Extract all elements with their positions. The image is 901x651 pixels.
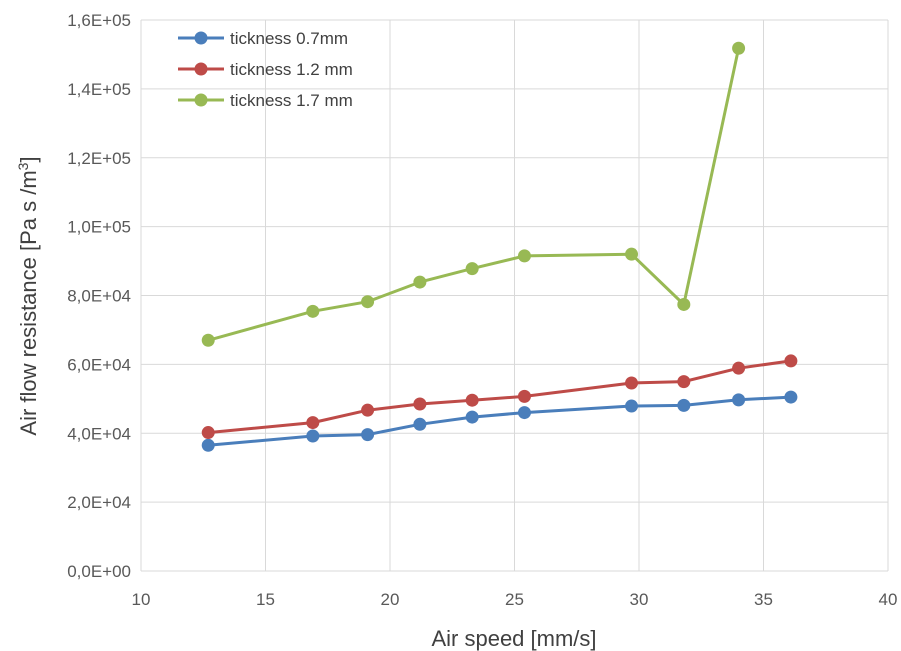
y-tick-label: 1,6E+05 (67, 11, 131, 30)
legend-item: tickness 1.2 mm (178, 60, 353, 79)
legend-marker (194, 62, 208, 76)
data-point (465, 410, 479, 424)
data-point (201, 426, 215, 440)
x-tick-label: 10 (132, 590, 151, 609)
series-1 (201, 390, 798, 452)
data-point (677, 297, 691, 311)
gridlines (140, 19, 889, 572)
data-point (413, 417, 427, 431)
x-tick-label: 20 (381, 590, 400, 609)
y-tick-label: 1,0E+05 (67, 218, 131, 237)
series-group (201, 41, 798, 452)
x-axis-title: Air speed [mm/s] (431, 626, 596, 651)
x-tick-label: 15 (256, 590, 275, 609)
data-point (677, 398, 691, 412)
legend-item: tickness 1.7 mm (178, 91, 353, 110)
data-point (732, 41, 746, 55)
data-point (306, 304, 320, 318)
data-point (517, 406, 531, 420)
legend-marker (194, 93, 208, 107)
data-point (201, 438, 215, 452)
y-tick-label: 6,0E+04 (67, 355, 131, 374)
legend-label: tickness 1.2 mm (230, 60, 353, 79)
series-line (208, 359, 792, 435)
data-point (677, 375, 691, 389)
data-point (201, 333, 215, 347)
data-point (413, 275, 427, 289)
data-point (732, 393, 746, 407)
data-point (625, 247, 639, 261)
data-point (517, 389, 531, 403)
data-point (361, 295, 375, 309)
legend-marker (194, 31, 208, 45)
data-point (413, 397, 427, 411)
y-axis-title-main: Air flow resistance [Pa s /m (16, 170, 41, 435)
series-2 (201, 354, 798, 440)
y-axis-title-superscript: 3 (15, 162, 31, 170)
x-tick-label: 35 (754, 590, 773, 609)
y-tick-label: 0,0E+00 (67, 562, 131, 581)
data-point (465, 393, 479, 407)
legend-label: tickness 1.7 mm (230, 91, 353, 110)
data-point (306, 429, 320, 443)
y-tick-label: 2,0E+04 (67, 493, 131, 512)
legend-item: tickness 0.7mm (178, 29, 348, 48)
axes: 0,0E+00 2,0E+04 4,0E+04 6,0E+04 8,0E+04 1,0E+… (67, 11, 897, 609)
data-point (465, 262, 479, 276)
data-point (361, 403, 375, 417)
data-point (784, 390, 798, 404)
data-point (625, 376, 639, 390)
legend: tickness 0.7mm tickness 1.2 mm tickness 1.… (178, 29, 353, 110)
x-tick-label: 25 (505, 590, 524, 609)
y-axis-title-end: ] (16, 156, 41, 162)
y-tick-label: 4,0E+04 (67, 424, 131, 443)
series-line (208, 395, 791, 447)
data-point (625, 399, 639, 413)
data-point (732, 361, 746, 375)
y-axis-title: Air flow resistance [Pa s /m3] (15, 156, 41, 435)
y-tick-label: 1,4E+05 (67, 80, 131, 99)
data-point (784, 354, 798, 368)
legend-label: tickness 0.7mm (230, 29, 348, 48)
series-3 (201, 41, 746, 347)
data-point (306, 416, 320, 430)
y-tick-label: 1,2E+05 (67, 149, 131, 168)
y-tick-label: 8,0E+04 (67, 287, 131, 306)
x-tick-label: 30 (630, 590, 649, 609)
data-point (361, 428, 375, 442)
x-tick-label: 40 (879, 590, 898, 609)
data-point (517, 249, 531, 263)
